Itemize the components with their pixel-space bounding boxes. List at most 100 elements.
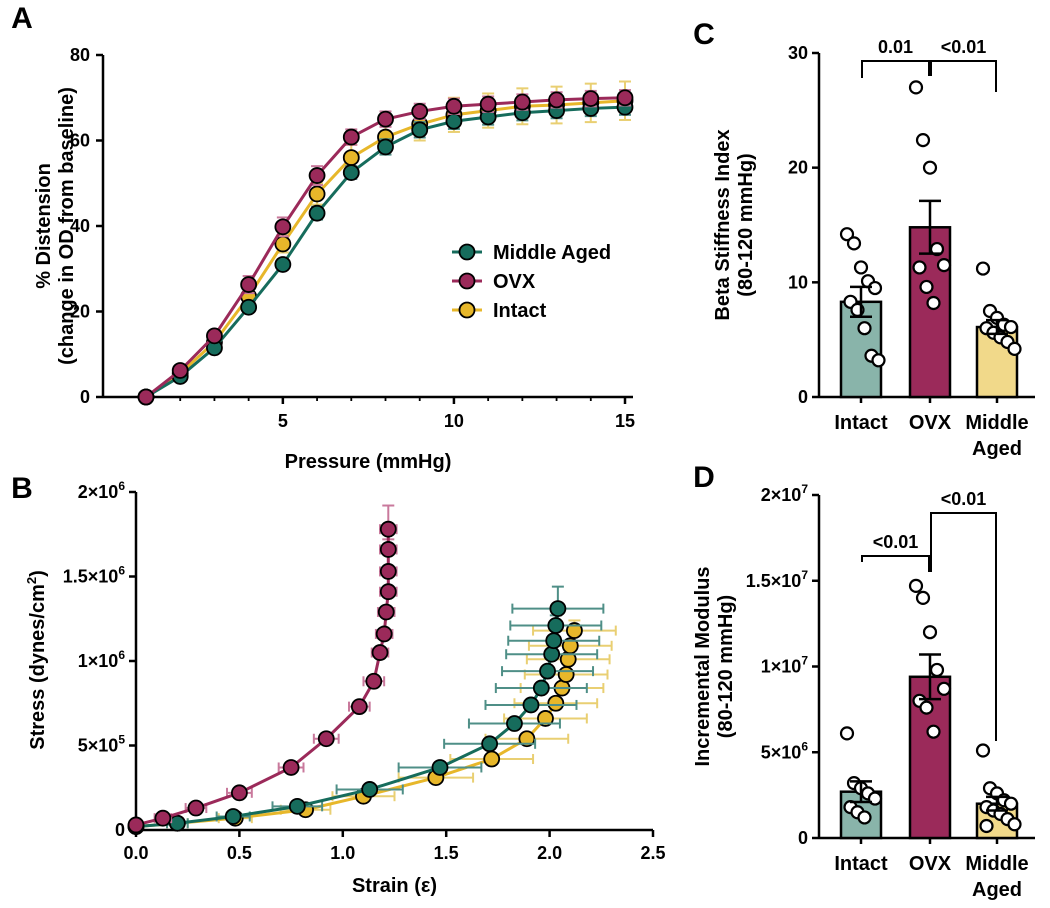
data-point-b-middle_aged xyxy=(545,632,563,650)
x-axis-label-b: Strain (ε) xyxy=(352,875,437,897)
data-point-a-ovx xyxy=(582,90,600,108)
data-point-b-intact xyxy=(566,622,583,639)
individual-point xyxy=(839,726,855,741)
y-tick-label-a: 80 xyxy=(70,45,90,65)
individual-point xyxy=(936,681,952,696)
data-point-b-ovx xyxy=(365,672,383,690)
y-tick-label-d-base: 1×10 xyxy=(761,657,802,677)
data-point-a-intact xyxy=(308,185,326,203)
data-point-b-ovx xyxy=(350,698,368,716)
data-point-b-intact xyxy=(547,694,565,712)
data-point-a-ovx xyxy=(206,327,223,345)
y-axis-label-a-line2: (change in OD from baseline) xyxy=(56,87,78,365)
individual-point xyxy=(1007,817,1022,832)
y-axis-label-a-line1: % Distension xyxy=(33,163,55,289)
y-tick-label-b-base: 0 xyxy=(115,820,125,840)
y-axis-label-b-end: ) xyxy=(27,570,49,577)
y-tick-label-d: 2×107 xyxy=(761,482,809,505)
y-tick-label-a: 60 xyxy=(70,131,90,151)
data-point-a-ovx xyxy=(548,91,565,109)
x-tick-label-b: 1.5 xyxy=(434,843,459,863)
individual-point xyxy=(919,279,934,295)
y-tick-label-c: 10 xyxy=(788,272,808,292)
individual-point xyxy=(908,80,924,95)
data-point-b-middle_aged xyxy=(481,735,499,753)
data-point-a-ovx xyxy=(274,218,292,236)
data-point-a-middle_aged xyxy=(445,112,463,130)
x-tick-label-b: 0.5 xyxy=(227,843,252,863)
p-value-label: 0.01 xyxy=(878,37,913,57)
panel-c-bar-chart: C 0 10 20 30 Intact OVX Middle Aged Beta Stiffnes… xyxy=(693,18,1035,460)
y-tick-label-c: 20 xyxy=(788,158,808,178)
y-tick-label-b-base: 1.5×10 xyxy=(63,567,119,587)
data-point-b-ovx xyxy=(379,520,397,538)
data-point-b-ovx xyxy=(379,563,397,580)
y-tick-label-a: 0 xyxy=(80,387,90,407)
data-point-b-middle_aged xyxy=(547,617,565,634)
data-point-a-ovx xyxy=(308,167,326,184)
legend-label-middle_aged: Middle Aged xyxy=(493,242,611,264)
data-point-a-ovx xyxy=(342,128,360,146)
individual-point xyxy=(871,353,886,368)
data-point-b-ovx xyxy=(317,730,335,748)
y-tick-label-d-base: 5×10 xyxy=(761,742,802,762)
data-point-a-ovx xyxy=(137,388,155,406)
y-axis-label-b-main: Stress (dynes/cm xyxy=(27,584,49,750)
panel-letter-a: A xyxy=(11,2,33,35)
data-point-b-middle_aged xyxy=(506,715,523,732)
y-axis-label-c-line2: (80-120 mmHg) xyxy=(735,153,757,296)
individual-point xyxy=(912,260,927,275)
y-tick-label-b-base: 2×10 xyxy=(78,482,119,502)
y-tick-label-b: 0 xyxy=(115,820,125,840)
data-point-a-ovx xyxy=(377,110,394,128)
individual-point xyxy=(846,236,862,251)
data-point-a-intact xyxy=(342,149,360,167)
data-point-b-middle_aged xyxy=(532,679,550,697)
data-point-a-middle_aged xyxy=(274,256,292,273)
data-point-b-ovx xyxy=(127,816,145,834)
data-point-a-ovx xyxy=(171,362,189,379)
y-axis-label-d-line2: (80-120 mmHg) xyxy=(715,595,737,738)
data-point-a-middle_aged xyxy=(411,121,429,139)
category-label-d: Middle xyxy=(965,853,1028,875)
data-point-a-middle_aged xyxy=(342,164,360,181)
data-point-b-middle_aged xyxy=(361,781,379,798)
p-value-label: <0.01 xyxy=(941,37,987,57)
significance-bracket xyxy=(930,512,997,741)
legend-label-ovx: OVX xyxy=(493,271,536,293)
data-point-b-ovx xyxy=(375,625,393,643)
y-tick-label-d: 1×107 xyxy=(761,654,809,677)
data-point-b-middle_aged xyxy=(543,645,561,663)
y-tick-label-b-base: 5×10 xyxy=(78,736,119,756)
x-tick-label-b: 2.0 xyxy=(537,843,562,863)
individual-point xyxy=(908,578,924,593)
x-tick-label-b: 1.0 xyxy=(330,843,355,863)
data-point-b-middle_aged xyxy=(168,814,186,832)
x-tick-label-a: 15 xyxy=(615,411,635,431)
data-point-b-ovx xyxy=(230,784,248,802)
individual-point xyxy=(915,590,931,606)
data-point-a-ovx xyxy=(445,97,463,115)
data-point-b-middle_aged xyxy=(522,696,540,714)
y-tick-label-d-exp: 7 xyxy=(801,654,808,668)
y-tick-label-d-exp: 7 xyxy=(801,482,808,496)
legend-marker-middle_aged xyxy=(458,243,476,261)
individual-point xyxy=(979,818,994,834)
data-point-b-intact xyxy=(518,730,536,748)
individual-point xyxy=(1003,796,1019,811)
individual-point xyxy=(915,133,931,148)
y-axis-label-b-sup: 2 xyxy=(24,577,39,584)
y-tick-label-b: 5×105 xyxy=(78,733,126,756)
category-label-c: Aged xyxy=(972,438,1022,460)
data-point-a-middle_aged xyxy=(308,204,326,222)
x-tick-label-a: 10 xyxy=(444,411,464,431)
y-tick-label-b-exp: 6 xyxy=(118,479,125,493)
individual-point xyxy=(1007,341,1022,356)
panel-letter-b: B xyxy=(11,472,33,505)
y-tick-label-c: 0 xyxy=(798,387,808,407)
y-tick-label-b-exp: 6 xyxy=(118,648,125,662)
y-tick-label-b: 1×106 xyxy=(78,648,126,671)
data-point-b-intact xyxy=(557,666,575,683)
legend-label-intact: Intact xyxy=(493,300,547,322)
individual-point xyxy=(922,160,938,175)
